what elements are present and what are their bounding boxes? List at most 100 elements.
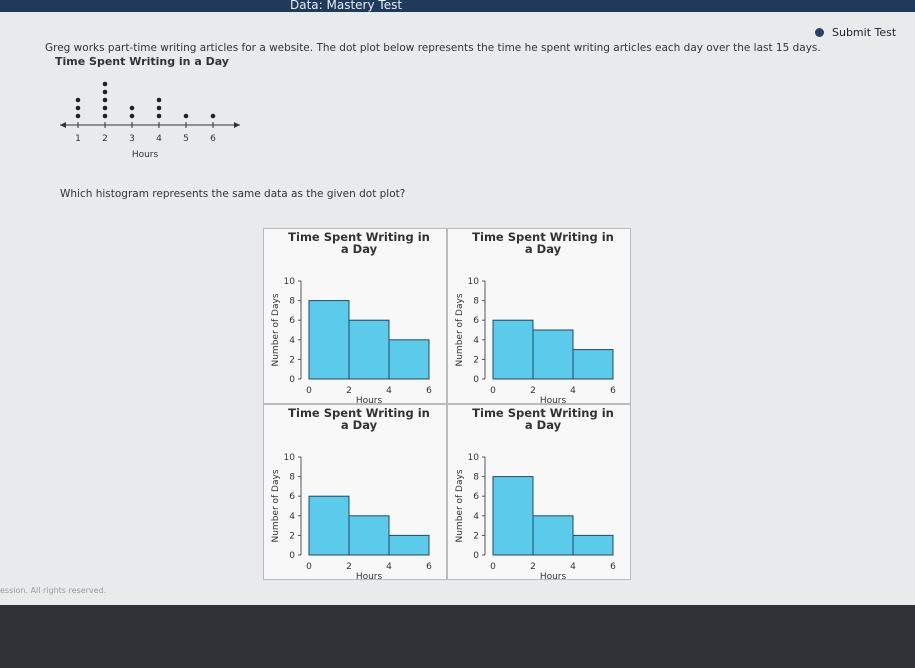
x-axis-label: Hours [540, 572, 567, 579]
histogram-bar [492, 319, 534, 380]
histogram-bar [348, 515, 390, 556]
y-tick-label: 0 [289, 551, 295, 561]
x-tick-label: 6 [426, 562, 432, 572]
x-tick-label: 4 [386, 562, 392, 572]
tick-label: 2 [102, 134, 108, 144]
question-ask: Which histogram represents the same data… [60, 188, 406, 200]
question-prompt: Greg works part-time writing articles fo… [45, 42, 821, 54]
dot [156, 97, 162, 103]
tick-label: 5 [183, 134, 189, 144]
x-tick-label: 0 [306, 562, 312, 572]
x-axis-label: Hours [132, 150, 159, 160]
y-tick-label: 2 [473, 531, 479, 541]
dot [102, 113, 108, 119]
dot [102, 81, 108, 87]
y-tick-label: 0 [473, 375, 479, 385]
x-axis-label: Hours [356, 396, 383, 403]
dot [75, 113, 81, 119]
y-axis-label: Number of Days [455, 469, 465, 542]
histogram: 0 2 4 6 8 10 0 2 4 6 Hours Number of Days [271, 453, 432, 579]
histogram-bar [532, 515, 574, 556]
x-tick-label: 0 [490, 562, 496, 572]
histogram-bar [492, 476, 534, 556]
y-tick-label: 6 [289, 316, 295, 326]
dot-column [210, 113, 216, 119]
x-tick-label: 2 [346, 562, 352, 572]
tick-label: 6 [210, 134, 216, 144]
y-tick-label: 10 [468, 453, 480, 463]
y-tick-label: 2 [473, 355, 479, 365]
footer: ession. All rights reserved. [0, 586, 107, 595]
dot [75, 97, 81, 103]
histogram-bar [388, 339, 430, 380]
y-tick-label: 6 [473, 492, 479, 502]
x-axis-label: Hours [356, 572, 383, 579]
dot [129, 105, 135, 111]
submit-button[interactable]: Submit Test [815, 26, 896, 39]
x-axis-label: Hours [540, 396, 567, 403]
histogram-bar [572, 349, 614, 380]
y-tick-label: 8 [473, 297, 479, 307]
dot [156, 113, 162, 119]
dot-plot: Time Spent Writing in a Day 1 2 3 4 5 6 Hours [55, 55, 240, 160]
dot [75, 105, 81, 111]
histogram-bar [532, 329, 574, 380]
dot-column [156, 97, 162, 119]
y-tick-label: 10 [284, 453, 296, 463]
dot [156, 105, 162, 111]
x-tick-label: 2 [346, 386, 352, 396]
x-tick-label: 6 [610, 386, 616, 396]
dot [102, 97, 108, 103]
tick-label: 4 [156, 134, 162, 144]
y-tick-label: 6 [289, 492, 295, 502]
top-bar [0, 0, 915, 12]
y-axis-label: Number of Days [271, 293, 281, 366]
y-tick-label: 0 [289, 375, 295, 385]
histogram-bar [572, 534, 614, 556]
x-tick-label: 2 [530, 562, 536, 572]
histogram-title: Time Spent Writing in a Day [472, 230, 614, 256]
histogram: 0 2 4 6 8 10 0 2 4 6 Hours Number of Days [455, 453, 616, 579]
dot-column [102, 81, 108, 119]
histogram-title: Time Spent Writing in a Day [288, 406, 430, 432]
dot-column [183, 113, 189, 119]
histogram-title: Time Spent Writing in a Day [288, 230, 430, 256]
y-tick-label: 8 [289, 297, 295, 307]
x-tick-label: 0 [306, 386, 312, 396]
x-tick-label: 0 [490, 386, 496, 396]
histogram-bar [308, 300, 350, 380]
y-tick-label: 0 [473, 551, 479, 561]
answer-option[interactable]: Time Spent Writing in a Day 0 2 4 6 8 10 0 2 4 6 Ho… [263, 228, 447, 404]
y-tick-label: 10 [468, 277, 480, 287]
histogram-title: Time Spent Writing in a Day [472, 406, 614, 432]
histogram-bar [388, 534, 430, 556]
x-tick-label: 6 [426, 386, 432, 396]
x-tick-label: 6 [610, 562, 616, 572]
dot [210, 113, 216, 119]
histogram: 0 2 4 6 8 10 0 2 4 6 Hours Number of Days [455, 277, 616, 403]
answer-options: Time Spent Writing in a Day 0 2 4 6 8 10 0 2 4 6 Ho… [263, 228, 631, 580]
answer-option[interactable]: Time Spent Writing in a Day 0 2 4 6 8 10 0 2 4 6 Ho… [447, 228, 631, 404]
y-tick-label: 10 [284, 277, 296, 287]
y-tick-label: 4 [289, 336, 295, 346]
dot [102, 89, 108, 95]
taskbar [0, 605, 915, 668]
y-tick-label: 2 [289, 531, 295, 541]
histogram: 0 2 4 6 8 10 0 2 4 6 Hours Number of Days [271, 277, 432, 403]
y-tick-label: 8 [473, 473, 479, 483]
dot-column [129, 105, 135, 119]
y-tick-label: 4 [473, 512, 479, 522]
dot [102, 105, 108, 111]
dot-column [75, 97, 81, 119]
answer-option[interactable]: Time Spent Writing in a Day 0 2 4 6 8 10 0 2 4 6 Ho… [447, 404, 631, 580]
dot-plot-title: Time Spent Writing in a Day [55, 55, 229, 68]
y-tick-label: 4 [289, 512, 295, 522]
x-tick-label: 4 [386, 386, 392, 396]
answer-option[interactable]: Time Spent Writing in a Day 0 2 4 6 8 10 0 2 4 6 Ho… [263, 404, 447, 580]
y-tick-label: 2 [289, 355, 295, 365]
y-tick-label: 6 [473, 316, 479, 326]
histogram-bar [348, 319, 390, 380]
y-axis-label: Number of Days [455, 293, 465, 366]
histogram-bar [308, 495, 350, 556]
